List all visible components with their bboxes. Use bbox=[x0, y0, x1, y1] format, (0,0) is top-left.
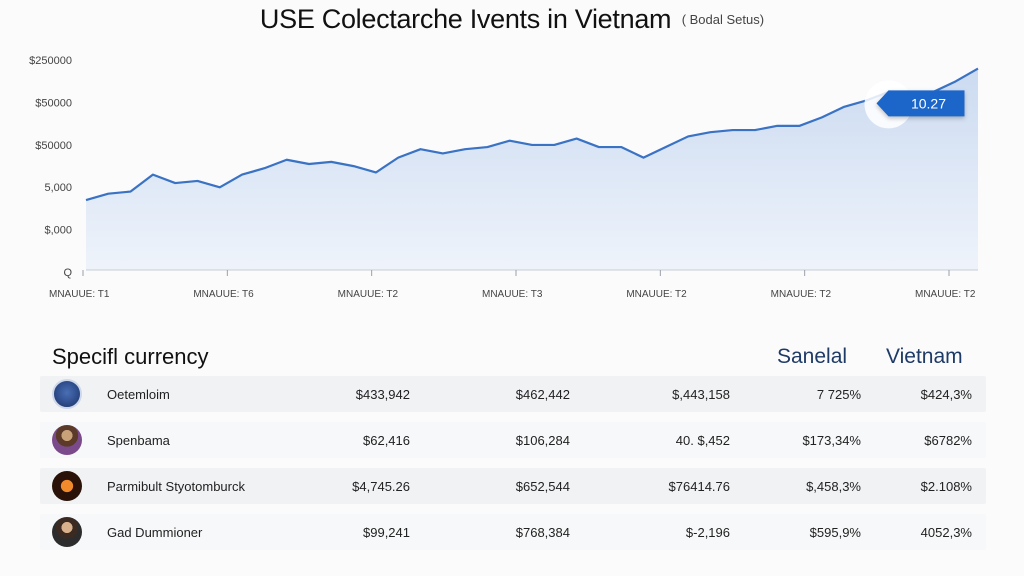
x-tick-label: MNAUUE: T2 bbox=[626, 289, 687, 300]
row-value: $-2,196 bbox=[685, 525, 730, 540]
row-value: $62,416 bbox=[363, 433, 410, 448]
x-tick-label: MNAUUE: T2 bbox=[915, 289, 976, 300]
row-value: $433,942 bbox=[355, 387, 410, 402]
globe-icon bbox=[52, 379, 82, 409]
callout-shape bbox=[876, 90, 965, 117]
series-line bbox=[85, 67, 979, 202]
person-avatar bbox=[52, 425, 82, 455]
line-chart: $250000 $50000 $50000 5,000 $,000 Q MNAUUE: T1… bbox=[0, 40, 1024, 310]
row-value: $768,384 bbox=[515, 525, 570, 540]
row-value: $,458,3% bbox=[806, 479, 861, 494]
chart-title-row: USE Colectarche Ivents in Vietnam ( Boda… bbox=[0, 4, 1024, 38]
chart-svg: $250000 $50000 $50000 5,000 $,000 Q MNAUUE: T1… bbox=[29, 55, 979, 300]
y-tick-label: $250000 bbox=[29, 55, 72, 67]
x-tick-label: MNAUUE: T3 bbox=[482, 289, 543, 300]
y-tick-label: $50000 bbox=[35, 140, 72, 152]
row-value: $595,9% bbox=[809, 525, 861, 540]
row-value: $652,544 bbox=[515, 479, 570, 494]
row-name: Oetemloim bbox=[107, 387, 170, 402]
row-value: $2.108% bbox=[920, 479, 972, 494]
x-tick-label: MNAUUE: T6 bbox=[193, 289, 254, 300]
row-value: 40. $,452 bbox=[675, 433, 730, 448]
row-name: Parmibult Styotomburck bbox=[107, 479, 245, 494]
table-row[interactable]: Spenbama $62,416 $106,284 40. $,452 $173… bbox=[40, 422, 986, 458]
x-tick-label: MNAUUE: T2 bbox=[338, 289, 399, 300]
callout-badge: 10.27 bbox=[864, 80, 965, 129]
row-value: $,443,158 bbox=[672, 387, 730, 402]
column-head-sanelal: Sanelal bbox=[777, 345, 848, 368]
row-value: $106,284 bbox=[515, 433, 570, 448]
row-value: $99,241 bbox=[363, 525, 410, 540]
row-value: $76414.76 bbox=[668, 479, 730, 494]
x-tick-label: MNAUUE: T2 bbox=[771, 289, 832, 300]
y-tick-label: $,000 bbox=[44, 225, 72, 237]
row-value: $173,34% bbox=[802, 433, 861, 448]
row-value: $4,745.26 bbox=[352, 479, 410, 494]
x-tick-label: MNAUUE: T1 bbox=[49, 289, 110, 300]
row-value: 7 725% bbox=[816, 387, 861, 402]
row-name: Spenbama bbox=[107, 433, 170, 448]
table-title: Specifl currency bbox=[52, 344, 209, 369]
column-head-vietnam: Vietnam bbox=[886, 345, 963, 368]
row-value: $424,3% bbox=[920, 387, 972, 402]
chart-subtitle: ( Bodal Setus) bbox=[681, 12, 765, 27]
y-tick-label: $50000 bbox=[35, 97, 72, 109]
row-name: Gad Dummioner bbox=[107, 525, 203, 540]
logo-icon bbox=[52, 471, 82, 501]
area-fill bbox=[86, 68, 978, 270]
y-tick-label: Q bbox=[63, 267, 72, 279]
currency-table: Oetemloim $433,942 $462,442 $,443,158 7 … bbox=[40, 376, 986, 560]
callout-label: 10.27 bbox=[911, 95, 946, 111]
chart-title: USE Colectarche Ivents in Vietnam bbox=[259, 4, 672, 34]
row-value: 4052,3% bbox=[920, 525, 972, 540]
table-row[interactable]: Oetemloim $433,942 $462,442 $,443,158 7 … bbox=[40, 376, 986, 412]
row-value: $462,442 bbox=[515, 387, 570, 402]
person-avatar bbox=[52, 517, 82, 547]
y-tick-label: 5,000 bbox=[44, 182, 72, 194]
table-row[interactable]: Parmibult Styotomburck $4,745.26 $652,54… bbox=[40, 468, 986, 504]
table-row[interactable]: Gad Dummioner $99,241 $768,384 $-2,196 $… bbox=[40, 514, 986, 550]
row-value: $6782% bbox=[924, 433, 972, 448]
